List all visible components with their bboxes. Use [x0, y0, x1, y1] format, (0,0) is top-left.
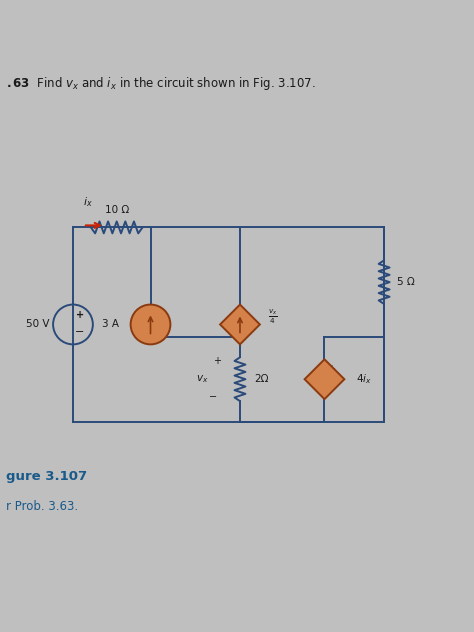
- Text: 4$i_x$: 4$i_x$: [356, 372, 372, 386]
- Text: 10 Ω: 10 Ω: [105, 205, 129, 216]
- Text: r Prob. 3.63.: r Prob. 3.63.: [6, 500, 79, 513]
- Text: $v_x$: $v_x$: [196, 374, 209, 385]
- Text: +: +: [213, 356, 221, 367]
- Text: 5 Ω: 5 Ω: [397, 277, 415, 287]
- Text: $\mathbf{.63}$  Find $v_x$ and $i_x$ in the circuit shown in Fig. 3.107.: $\mathbf{.63}$ Find $v_x$ and $i_x$ in t…: [6, 75, 316, 92]
- Text: −: −: [328, 384, 336, 394]
- Text: 3 A: 3 A: [102, 319, 119, 329]
- Text: $i_x$: $i_x$: [83, 196, 93, 209]
- Text: −: −: [75, 327, 85, 337]
- Text: 2Ω: 2Ω: [254, 374, 268, 384]
- Polygon shape: [305, 360, 345, 399]
- Text: +: +: [76, 310, 84, 320]
- Text: gure 3.107: gure 3.107: [6, 470, 88, 483]
- Text: −: −: [209, 392, 217, 402]
- Circle shape: [131, 305, 170, 344]
- Polygon shape: [220, 305, 260, 344]
- Text: $\frac{v_x}{4}$: $\frac{v_x}{4}$: [268, 307, 277, 325]
- Text: 50 V: 50 V: [27, 319, 50, 329]
- Text: +: +: [328, 364, 336, 374]
